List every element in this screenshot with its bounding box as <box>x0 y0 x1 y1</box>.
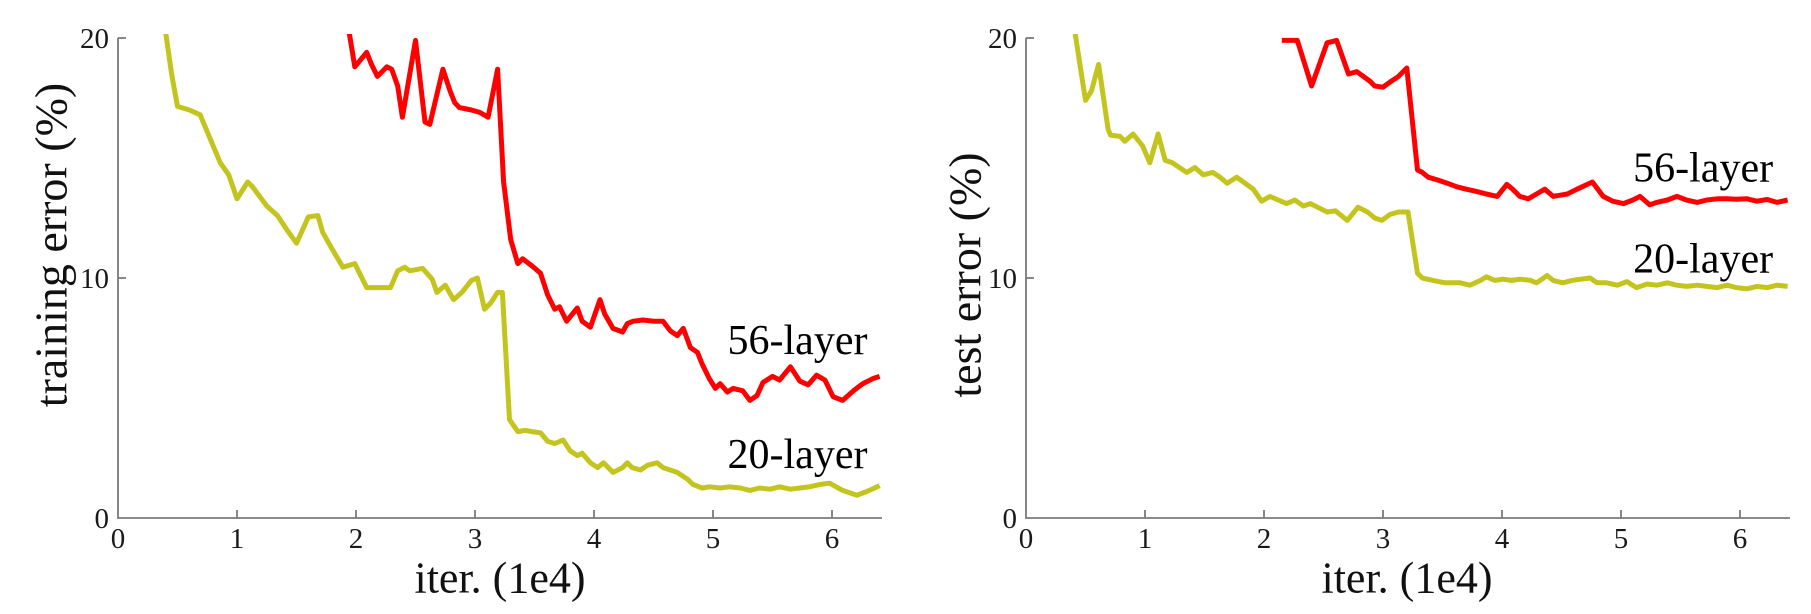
x-tick-label: 5 <box>1614 523 1629 555</box>
x-tick-label: 5 <box>706 523 721 555</box>
x-tick-label: 0 <box>1019 523 1034 555</box>
series-line-20-layer <box>163 34 881 498</box>
x-tick-label: 6 <box>825 523 840 555</box>
test-error-chart: 0 1 2 3 4 5 6 0 10 20 56-layer 20-layer <box>988 23 1790 555</box>
x-tick-label: 3 <box>468 523 483 555</box>
y-axis-label-training-error: training error (%) <box>25 82 77 408</box>
y-tick-label: 10 <box>988 263 1017 295</box>
x-tick-label: 4 <box>1495 523 1510 555</box>
y-tick-label: 0 <box>95 503 110 535</box>
y-tick-label: 10 <box>80 263 109 295</box>
x-tick-label: 1 <box>230 523 245 555</box>
x-tick-label: 3 <box>1376 523 1391 555</box>
curve-annotation-56-layer: 56-layer <box>728 318 868 364</box>
x-axis-label-left: iter. (1e4) <box>414 553 586 603</box>
axes-lines <box>117 38 882 519</box>
y-tick-label: 20 <box>80 23 109 55</box>
x-tick-label: 2 <box>1257 523 1272 555</box>
x-axis-label-right: iter. (1e4) <box>1321 553 1493 603</box>
training-error-chart: 0 1 2 3 4 5 6 0 10 20 56-layer 20-layer <box>80 23 882 555</box>
x-tick-label: 2 <box>349 523 364 555</box>
y-tick-label: 20 <box>988 23 1017 55</box>
x-tick-label: 4 <box>587 523 602 555</box>
axes-lines <box>1025 38 1790 519</box>
x-tick-label: 1 <box>1138 523 1153 555</box>
series-line-56-layer <box>346 34 881 403</box>
x-tick-label: 0 <box>111 523 126 555</box>
curve-annotation-20-layer: 20-layer <box>1633 237 1773 283</box>
y-tick-label: 0 <box>1003 503 1018 535</box>
curve-annotation-20-layer: 20-layer <box>728 432 868 478</box>
series-line-56-layer <box>1281 37 1789 208</box>
series-line-20-layer <box>1072 34 1788 292</box>
curve-annotation-56-layer: 56-layer <box>1633 145 1773 191</box>
y-axis-label-test-error: test error (%) <box>939 152 991 398</box>
x-tick-label: 6 <box>1733 523 1748 555</box>
